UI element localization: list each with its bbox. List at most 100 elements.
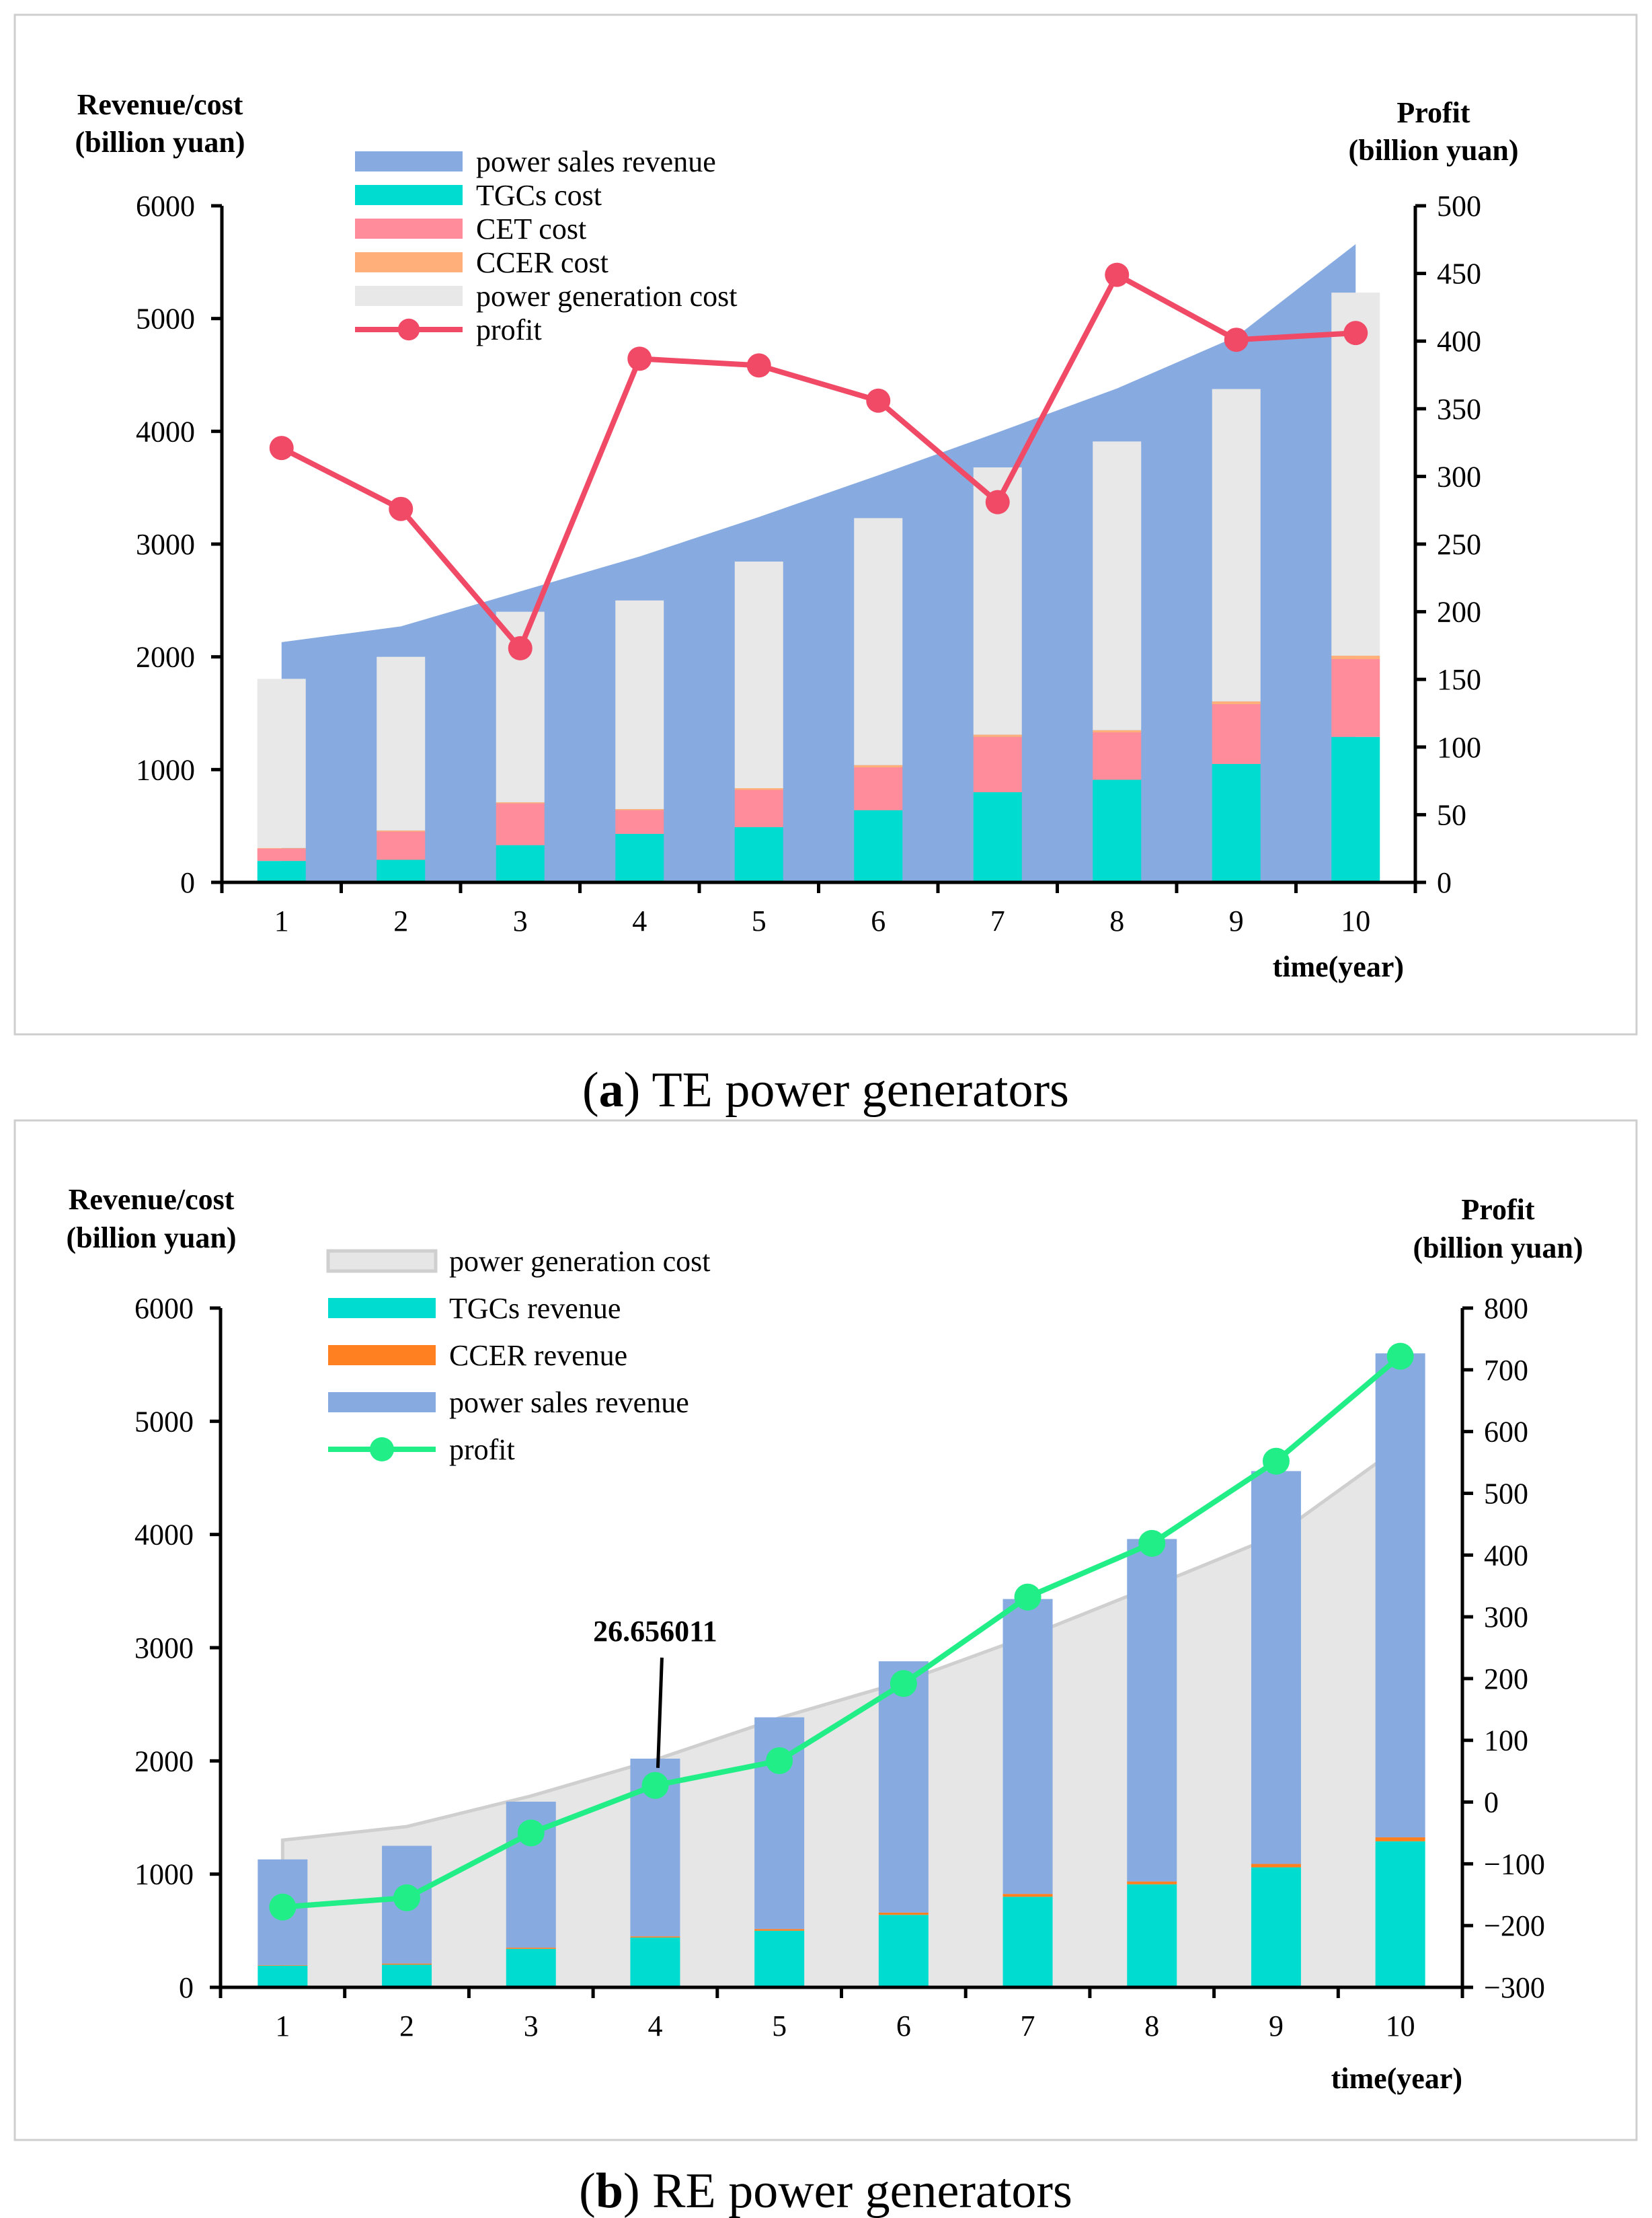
panel-b-left-tick-label: 1000 bbox=[134, 1858, 194, 1891]
panel-a-left-ylabel-line1: Revenue/cost bbox=[77, 88, 243, 121]
panel-b-x-tick-label: 8 bbox=[1144, 2010, 1159, 2042]
panel-b-right-tick-label: 600 bbox=[1484, 1416, 1528, 1449]
panel-b-bar-TGCs-revenue-5 bbox=[754, 1930, 805, 1987]
panel-b-bar-power-sales-revenue-7 bbox=[1002, 1599, 1053, 1895]
panel-b-bar-TGCs-revenue-3 bbox=[506, 1948, 556, 1987]
panel-a-legend-power-generation-cost-swatch bbox=[355, 286, 463, 306]
panel-b-annotation-label: 26.656011 bbox=[593, 1615, 717, 1648]
panel-a-bar-power-generation-cost-2 bbox=[377, 656, 426, 831]
panel-a-right-tick-label: 250 bbox=[1437, 528, 1481, 561]
panel-a-right-tick-label: 50 bbox=[1437, 798, 1466, 831]
panel-a-x-tick-label: 2 bbox=[393, 905, 408, 938]
panel-a-bar-CCER-cost-6 bbox=[854, 765, 903, 767]
panel-b-left-ylabel-line1: Revenue/cost bbox=[69, 1183, 235, 1216]
panel-a-legend-profit-label: profit bbox=[476, 313, 542, 346]
panel-a-x-tick-label: 4 bbox=[632, 905, 647, 938]
panel-a-bar-power-generation-cost-6 bbox=[854, 518, 903, 765]
panel-a-profit-point-9 bbox=[1224, 328, 1249, 352]
panel-b-bar-TGCs-revenue-1 bbox=[258, 1966, 308, 1987]
panel-a-right-tick-label: 150 bbox=[1437, 663, 1481, 696]
panel-a-legend-TGCs-cost-label: TGCs cost bbox=[476, 179, 602, 212]
panel-b-x-tick-label: 1 bbox=[275, 2010, 290, 2042]
panel-b-right-tick-label: 300 bbox=[1484, 1601, 1528, 1634]
panel-b-profit-point-7 bbox=[1014, 1583, 1041, 1611]
chart-panel-b: 0 1000 2000 3000 4000 5000 6000 −300 −200 −100 0 10… bbox=[13, 1119, 1638, 2141]
panel-b-profit-point-2 bbox=[393, 1884, 421, 1911]
panel-a-legend-power-sales-revenue-swatch bbox=[355, 151, 463, 171]
panel-a-bar-power-generation-cost-5 bbox=[734, 561, 783, 788]
panel-a-bar-CCER-cost-10 bbox=[1331, 655, 1380, 660]
panel-a-right-tick-label: 0 bbox=[1437, 866, 1452, 899]
panel-b-legend-TGCs-revenue-label: TGCs revenue bbox=[449, 1292, 621, 1325]
panel-b-bar-CCER-revenue-8 bbox=[1127, 1881, 1177, 1884]
panel-b-bar-TGCs-revenue-8 bbox=[1127, 1884, 1177, 1987]
panel-b-profit-point-10 bbox=[1386, 1342, 1414, 1370]
panel-a-bar-CCER-cost-5 bbox=[734, 788, 783, 790]
panel-a-bar-TGCs-cost-10 bbox=[1331, 736, 1380, 882]
panel-a-left-tick-label: 5000 bbox=[136, 303, 195, 336]
panel-a-bar-CCER-cost-2 bbox=[377, 830, 426, 832]
panel-a-bar-CCER-cost-4 bbox=[615, 809, 664, 810]
panel-a-legend-CCER-cost-swatch bbox=[355, 252, 463, 272]
panel-a-bar-CET-cost-6 bbox=[854, 767, 903, 810]
panel-a-profit-line bbox=[280, 272, 1356, 651]
panel-b-right-tick-label: 800 bbox=[1484, 1292, 1528, 1325]
panel-a-xlabel: time(year) bbox=[1273, 950, 1404, 983]
panel-a-left-tick-label: 4000 bbox=[136, 415, 195, 448]
panel-a-legend-power-generation-cost-label: power generation cost bbox=[476, 280, 738, 313]
panel-a-bar-CCER-cost-1 bbox=[257, 847, 306, 849]
panel-b-bar-CCER-revenue-10 bbox=[1375, 1837, 1425, 1841]
panel-b-xlabel: time(year) bbox=[1331, 2062, 1462, 2095]
panel-a-bar-TGCs-cost-7 bbox=[973, 792, 1022, 882]
panel-b-bar-CCER-revenue-4 bbox=[630, 1936, 680, 1938]
panel-a-bar-CET-cost-2 bbox=[377, 831, 426, 860]
panel-a-profit-point-1 bbox=[269, 436, 294, 461]
panel-b-left-tick-label: 3000 bbox=[134, 1632, 194, 1665]
panel-a-profit-point-6 bbox=[866, 388, 891, 413]
panel-a-bar-CET-cost-1 bbox=[257, 848, 306, 862]
panel-a-bar-power-generation-cost-9 bbox=[1212, 389, 1261, 701]
panel-b-x-tick-label: 4 bbox=[647, 2010, 662, 2042]
panel-b-x-tick-label: 3 bbox=[524, 2010, 539, 2042]
panel-a-right-tick-label: 350 bbox=[1437, 393, 1481, 426]
panel-a-caption: (a) TE power generators bbox=[582, 1063, 1069, 1118]
panel-a-bar-power-generation-cost-4 bbox=[615, 600, 664, 810]
panel-a-bar-CCER-cost-7 bbox=[973, 734, 1022, 737]
panel-b-left-ylabel-line2: (billion yuan) bbox=[66, 1221, 236, 1254]
panel-b-profit-line bbox=[282, 1354, 1403, 1910]
panel-a-profit-point-7 bbox=[985, 490, 1010, 514]
panel-a-bar-CET-cost-4 bbox=[615, 810, 664, 834]
panel-a-x-tick-label: 5 bbox=[752, 905, 766, 938]
panel-a-right-tick-label: 200 bbox=[1437, 596, 1481, 629]
panel-a-right-tick-label: 450 bbox=[1437, 258, 1481, 291]
panel-a-right-ylabel-line1: Profit bbox=[1397, 96, 1470, 129]
panel-a-area-power-sales-revenue bbox=[281, 244, 1356, 882]
panel-b-legend-power-generation-cost-swatch bbox=[326, 1249, 438, 1273]
panel-b-bar-power-sales-revenue-8 bbox=[1127, 1539, 1177, 1882]
panel-b-right-tick-label: −100 bbox=[1484, 1847, 1545, 1880]
panel-a-bar-TGCs-cost-1 bbox=[257, 861, 306, 882]
panel-b-right-tick-label: −300 bbox=[1484, 1971, 1545, 2004]
panel-a-caption-text: TE power generators bbox=[652, 1063, 1069, 1118]
panel-b-right-tick-label: 200 bbox=[1484, 1662, 1528, 1695]
panel-b-left-tick-label: 4000 bbox=[134, 1519, 194, 1552]
panel-b-right-tick-label: 500 bbox=[1484, 1477, 1528, 1510]
panel-b-bar-TGCs-revenue-10 bbox=[1375, 1841, 1425, 1987]
panel-b-legend-power-sales-revenue-label: power sales revenue bbox=[449, 1386, 689, 1419]
panel-b-bar-power-sales-revenue-6 bbox=[878, 1661, 929, 1913]
panel-b-x-tick-label: 10 bbox=[1386, 2010, 1415, 2042]
panel-a-bar-CET-cost-10 bbox=[1331, 659, 1380, 737]
panel-a-bar-TGCs-cost-9 bbox=[1212, 763, 1261, 882]
panel-a-bar-CET-cost-5 bbox=[734, 790, 783, 827]
panel-a-bar-TGCs-cost-6 bbox=[854, 810, 903, 882]
panel-a-right-tick-label: 500 bbox=[1437, 190, 1481, 223]
panel-a-profit-point-8 bbox=[1105, 262, 1130, 287]
panel-a-x-tick-label: 3 bbox=[513, 905, 528, 938]
panel-b-right-tick-label: 700 bbox=[1484, 1354, 1528, 1387]
panel-a-caption-letter: a bbox=[599, 1063, 624, 1118]
panel-a-left-tick-label: 1000 bbox=[136, 753, 195, 786]
panel-b-bar-CCER-revenue-5 bbox=[754, 1929, 805, 1931]
panel-a-profit-point-4 bbox=[627, 346, 652, 371]
panel-b-bar-CCER-revenue-1 bbox=[258, 1965, 308, 1966]
